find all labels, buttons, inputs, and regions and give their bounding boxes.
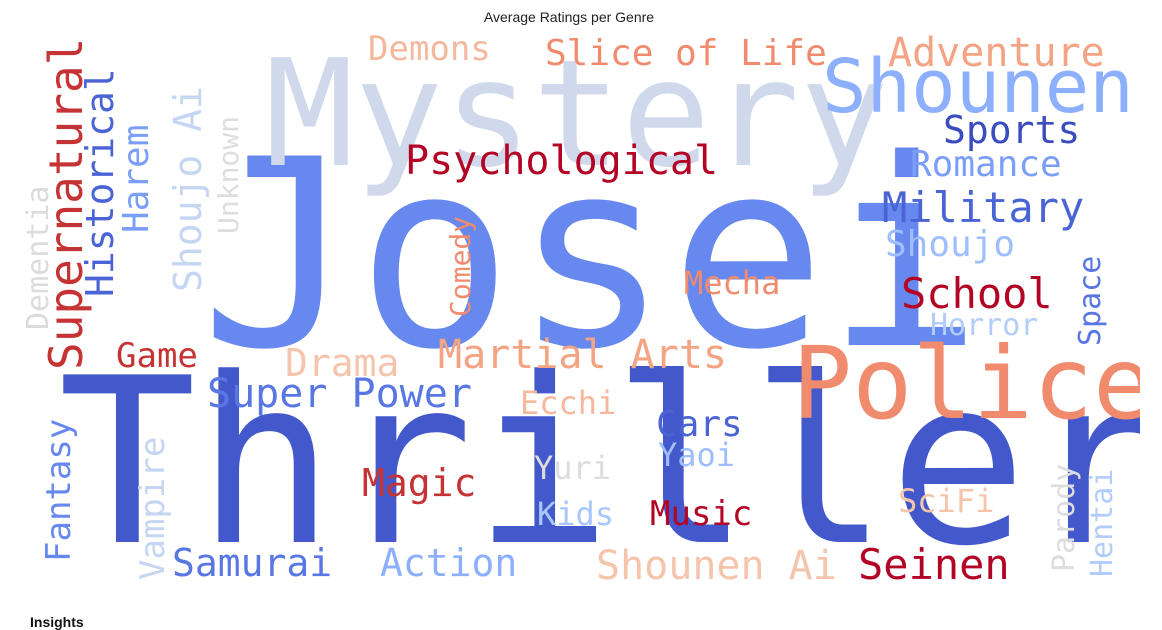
word-drama: Drama [285, 341, 399, 385]
word-samurai: Samurai [172, 541, 332, 585]
word-shoujo-ai: Shoujo Ai [166, 86, 210, 292]
word-shounen-ai: Shounen Ai [596, 543, 837, 589]
word-harem: Harem [116, 125, 157, 233]
word-military: Military [882, 183, 1084, 232]
word-shoujo: Shoujo [885, 224, 1015, 265]
word-romance: Romance [910, 144, 1062, 185]
word-hentai: Hentai [1085, 469, 1120, 577]
word-cars: Cars [656, 404, 743, 445]
insights-heading: Insights [30, 614, 84, 630]
word-parody: Parody [1047, 464, 1082, 572]
word-historical: Historical [78, 68, 122, 297]
word-demons: Demons [368, 29, 491, 69]
word-police: Police [792, 325, 1140, 442]
word-space: Space [1073, 256, 1108, 346]
word-dementia: Dementia [21, 186, 56, 331]
word-music: Music [650, 494, 752, 534]
word-magic: Magic [362, 461, 476, 505]
word-psychological: Psychological [405, 138, 718, 184]
word-martial-arts: Martial Arts [438, 332, 727, 378]
word-thriller: Thriller [58, 330, 1140, 597]
word-adventure: Adventure [888, 30, 1105, 76]
word-supernatural: Supernatural [39, 38, 93, 370]
word-scifi: SciFi [898, 482, 994, 520]
word-mystery: Mystery [265, 28, 889, 200]
word-school: School [901, 269, 1053, 318]
word-ecchi: Ecchi [520, 384, 616, 422]
word-game: Game [116, 336, 198, 376]
word-unknown: Unknown [212, 116, 245, 234]
word-comedy: Comedy [444, 216, 477, 317]
word-shounen: Shounen [822, 44, 1134, 130]
word-slice-of-life: Slice of Life [545, 33, 827, 74]
word-horror: Horror [930, 308, 1038, 343]
word-action: Action [380, 541, 517, 585]
word-fantasy: Fantasy [39, 419, 79, 562]
word-vampire: Vampire [133, 437, 173, 580]
chart-title: Average Ratings per Genre [483, 9, 655, 25]
word-sports: Sports [943, 108, 1080, 152]
word-yuri: Yuri [534, 449, 611, 487]
word-seinen: Seinen [858, 540, 1010, 589]
word-super-power: Super Power [207, 371, 472, 417]
word-mecha: Mecha [684, 264, 780, 302]
word-kids: Kids [537, 495, 614, 533]
word-yaoi: Yaoi [658, 436, 735, 474]
word-josei: Josei [200, 105, 983, 407]
